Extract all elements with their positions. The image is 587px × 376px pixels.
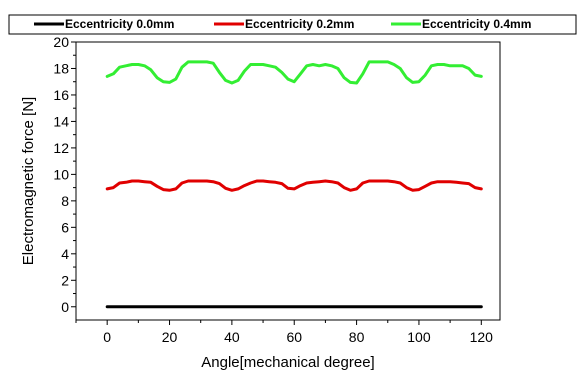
series-line-3 bbox=[105, 60, 483, 85]
legend: Eccentricity 0.0mm Eccentricity 0.2mm Ecce… bbox=[8, 14, 577, 35]
x-tick-label: 60 bbox=[286, 329, 302, 345]
y-tick-label: 0 bbox=[61, 299, 69, 315]
y-tick-label: 18 bbox=[53, 60, 69, 76]
y-tick-label: 2 bbox=[61, 272, 69, 288]
plot-frame bbox=[75, 41, 501, 321]
legend-label-3: Eccentricity 0.4mm bbox=[422, 17, 531, 31]
legend-box bbox=[8, 14, 577, 35]
series-lines bbox=[105, 60, 483, 309]
x-tick-label: 40 bbox=[224, 329, 240, 345]
y-tick-label: 20 bbox=[53, 34, 69, 50]
y-tick-label: 16 bbox=[53, 87, 69, 103]
y-tick-label: 10 bbox=[53, 166, 69, 182]
y-tick-label: 4 bbox=[61, 246, 69, 262]
x-axis-label: Angle[mechanical degree] bbox=[201, 354, 374, 371]
y-tick-label: 6 bbox=[61, 219, 69, 235]
y-axis-label: Electromagnetic force [N] bbox=[20, 97, 37, 265]
x-tick-label: 0 bbox=[103, 329, 111, 345]
legend-label-1: Eccentricity 0.0mm bbox=[65, 17, 174, 31]
x-tick-label: 100 bbox=[407, 329, 431, 345]
y-tick-label: 8 bbox=[61, 193, 69, 209]
legend-label-2: Eccentricity 0.2mm bbox=[245, 17, 354, 31]
y-tick-label: 12 bbox=[53, 140, 69, 156]
x-axis: 0 20 40 60 80 100 120 bbox=[75, 320, 494, 345]
y-axis: 0 2 4 6 8 10 12 14 16 18 20 bbox=[53, 34, 76, 315]
series-line-2 bbox=[105, 179, 483, 192]
x-tick-label: 120 bbox=[470, 329, 494, 345]
y-tick-label: 14 bbox=[53, 113, 69, 129]
x-tick-label: 80 bbox=[349, 329, 365, 345]
x-tick-label: 20 bbox=[162, 329, 178, 345]
